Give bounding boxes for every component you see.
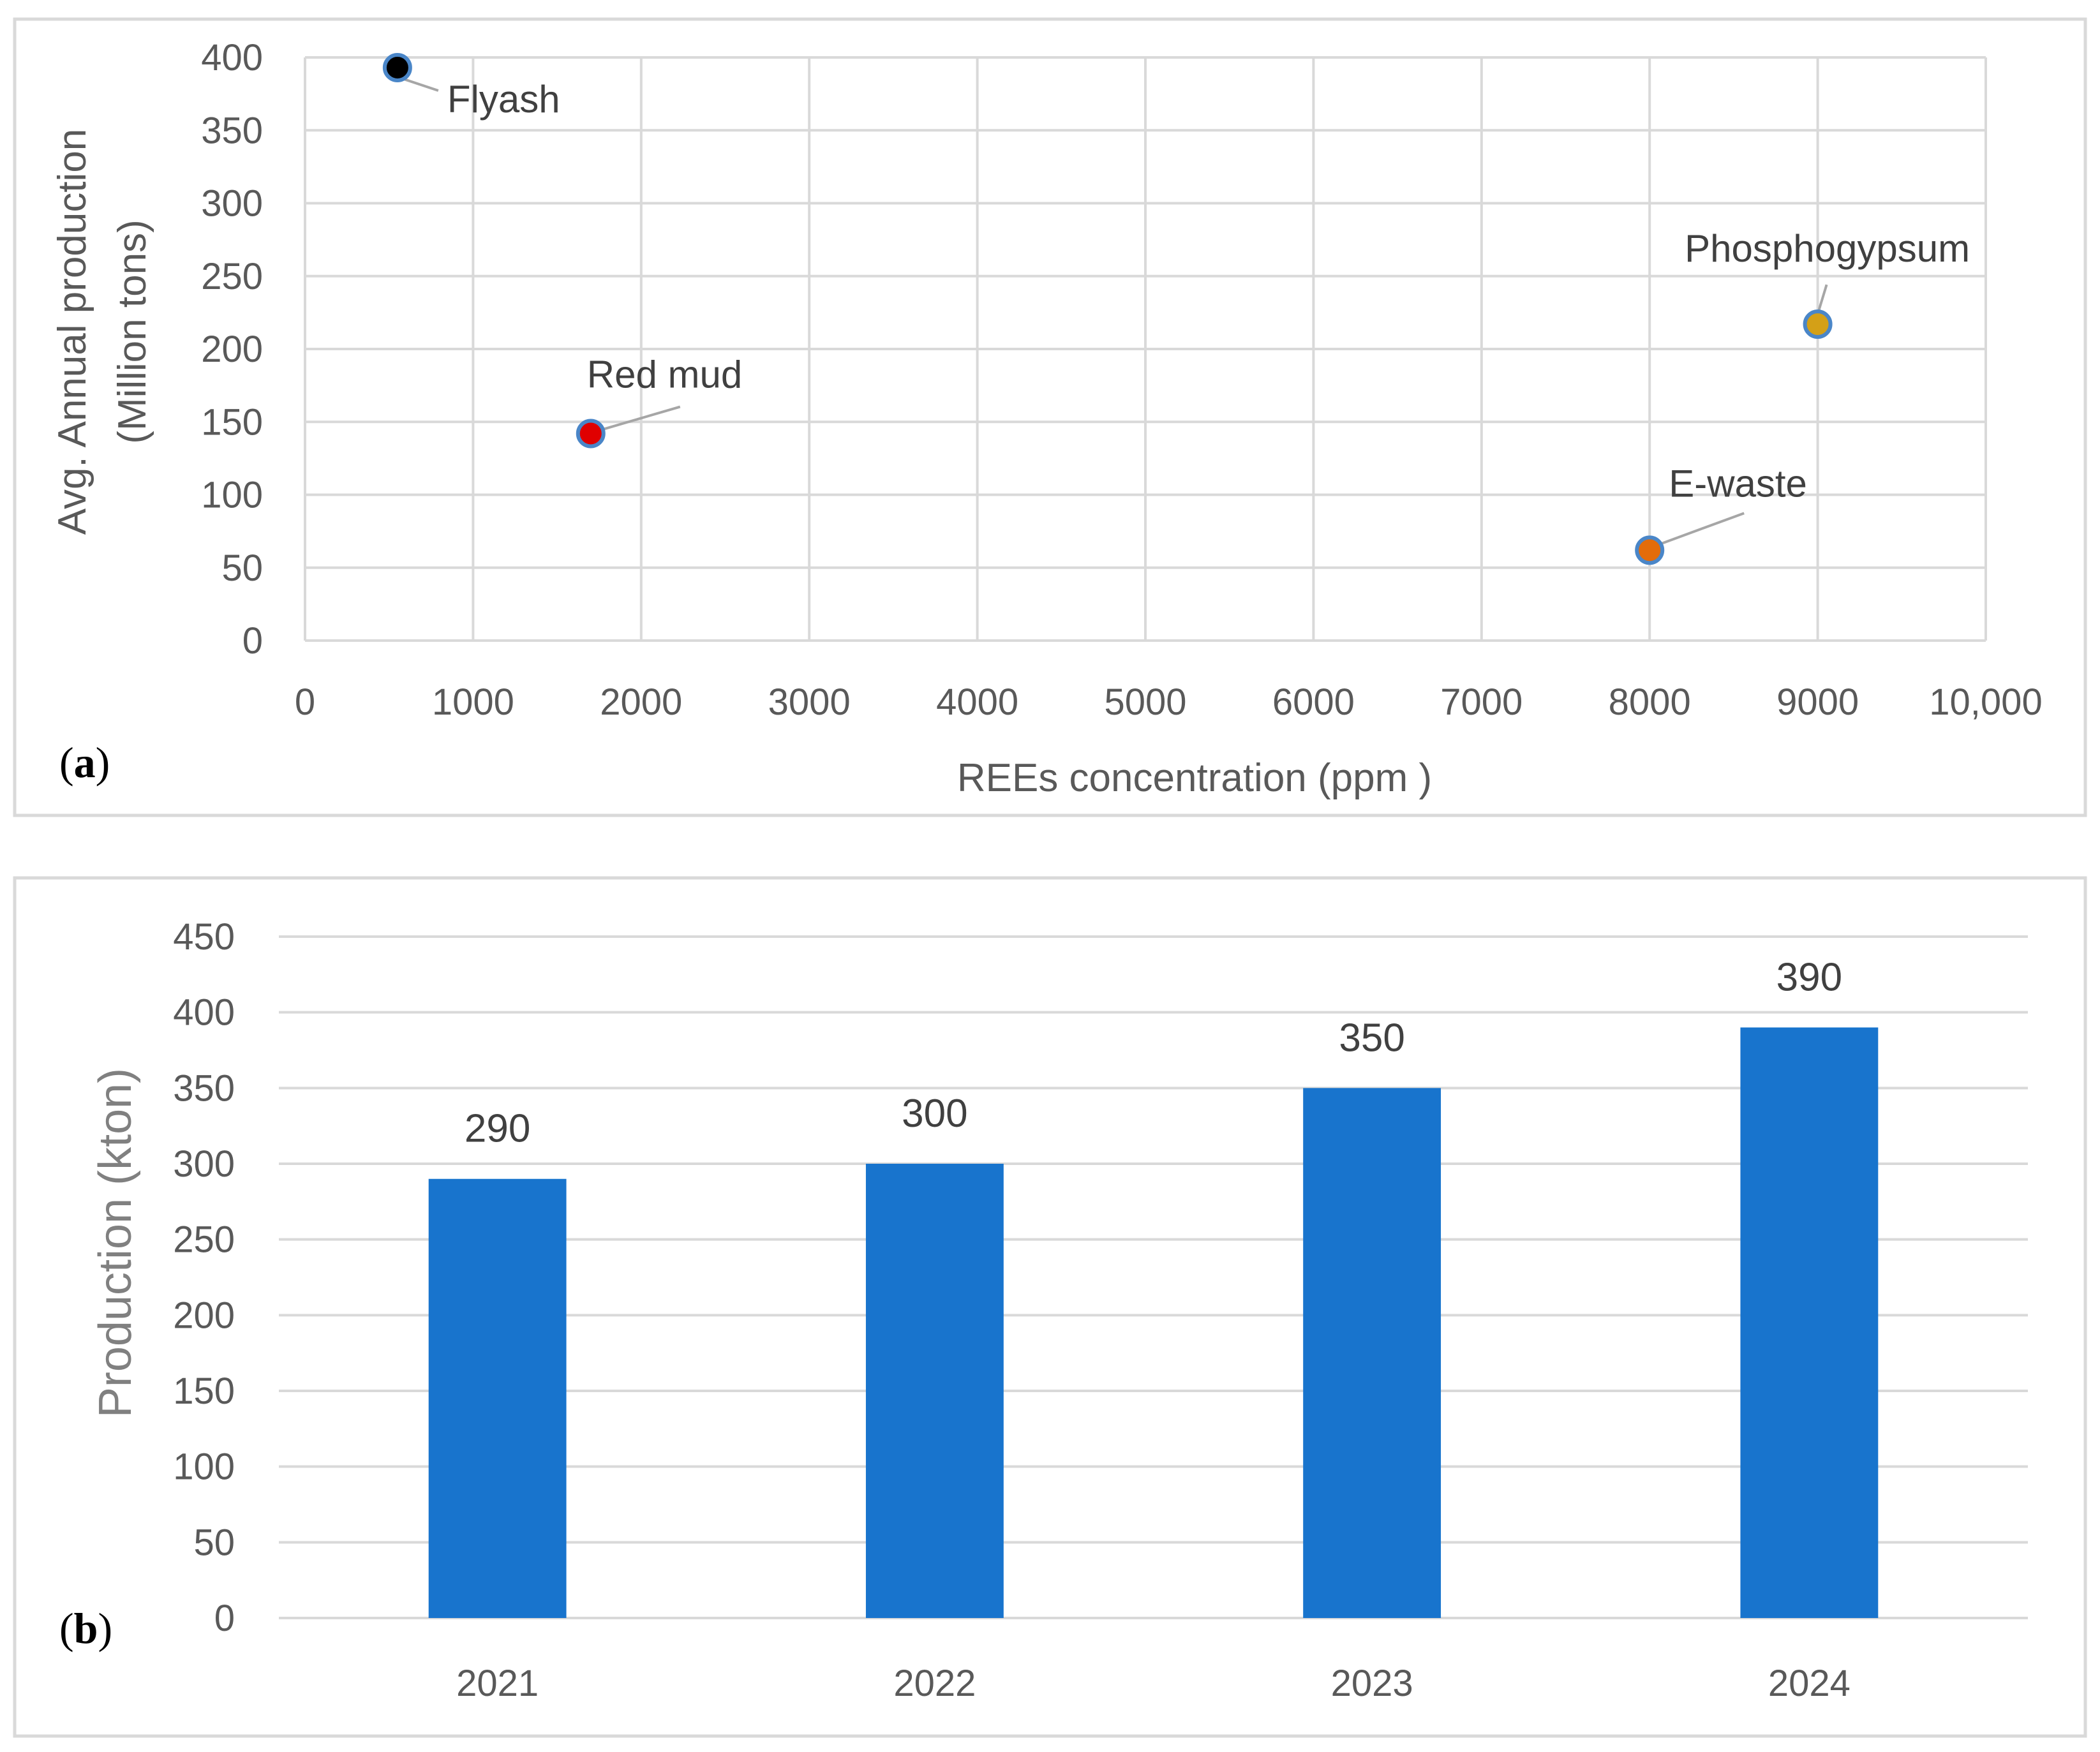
- y-tick-label: 0: [214, 1598, 235, 1639]
- panel-label-a: (a): [59, 738, 110, 787]
- x-tick-label: 1000: [432, 681, 514, 723]
- y-tick-label: 350: [173, 1067, 235, 1109]
- y-tick-label: 50: [221, 547, 263, 589]
- panel-label-a-letter: a: [74, 738, 96, 787]
- point-label: Phosphogypsum: [1685, 227, 1970, 270]
- x-tick-label: 4000: [936, 681, 1018, 723]
- y-tick-label: 50: [193, 1522, 235, 1563]
- y-axis-title-b: Production (kton): [90, 1068, 141, 1418]
- x-tick-label: 10,000: [1929, 681, 2042, 723]
- point-label: E-waste: [1669, 462, 1807, 505]
- point-label: Flyash: [447, 78, 560, 121]
- bar: [865, 1164, 1004, 1618]
- y-tick-label: 450: [173, 916, 235, 958]
- scatter-point: [382, 52, 412, 82]
- x-tick-label: 2000: [600, 681, 682, 723]
- y-tick-label: 400: [201, 37, 263, 78]
- leader-line: [597, 405, 681, 433]
- x-tick-label: 7000: [1440, 681, 1523, 723]
- scatter-points-a: Flyash Red mud E-waste Phosphogypsum: [382, 52, 1970, 565]
- y-tick-label: 300: [201, 183, 263, 225]
- scatter-point: [576, 419, 606, 449]
- x-tick-label: 8000: [1609, 681, 1691, 723]
- y-tick-label: 400: [173, 992, 235, 1034]
- y-tick-label: 200: [201, 329, 263, 370]
- x-tick-labels-a: 0 1000 2000 3000 4000 5000 6000 7000 8000 9000 10,…: [295, 681, 2043, 723]
- bar: [1740, 1027, 1879, 1618]
- x-axis-title-a: REEs concentration (ppm ): [957, 756, 1432, 800]
- x-tick-label: 3000: [768, 681, 851, 723]
- x-tick-label: 2022: [893, 1663, 976, 1704]
- scatter-chart-a: 0 1000 2000 3000 4000 5000 6000 7000 8000 9000 10,…: [50, 37, 2043, 800]
- x-tick-labels-b: 2021 2022 2023 2024: [456, 1663, 1851, 1704]
- y-tick-label: 200: [173, 1295, 235, 1336]
- bars-b: [428, 1027, 1879, 1618]
- y-axis-title-a-line1: Avg. Annual production: [50, 129, 94, 535]
- y-tick-label: 350: [201, 110, 263, 151]
- data-labels-b: 290 300 350 390: [465, 955, 1842, 1150]
- point-label: Red mud: [587, 353, 742, 396]
- bar-chart-b: 0 50 100 150 200 250 300 350 400 450 2021 2022 2023…: [59, 916, 2028, 1704]
- x-tick-label: 2021: [456, 1663, 539, 1704]
- y-tick-label: 150: [201, 401, 263, 443]
- bar: [428, 1178, 567, 1618]
- y-tick-label: 0: [242, 620, 263, 662]
- bar-data-label: 350: [1339, 1016, 1404, 1060]
- x-tick-label: 2023: [1331, 1663, 1413, 1704]
- y-tick-label: 150: [173, 1370, 235, 1412]
- x-tick-label: 6000: [1272, 681, 1355, 723]
- bar: [1303, 1088, 1441, 1618]
- y-tick-label: 100: [173, 1446, 235, 1488]
- x-tick-label: 0: [295, 681, 315, 723]
- panel-label-b-letter: b: [74, 1604, 98, 1652]
- bar-data-label: 390: [1776, 955, 1842, 999]
- y-tick-labels-a: 0 50 100 150 200 250 300 350 400: [201, 37, 263, 662]
- grid-a: [304, 56, 1987, 642]
- y-tick-label: 250: [173, 1219, 235, 1261]
- y-tick-labels-b: 0 50 100 150 200 250 300 350 400 450: [173, 916, 235, 1639]
- bar-data-label: 290: [465, 1107, 530, 1151]
- grid-b: [279, 935, 2028, 1619]
- panel-label-b: (b): [59, 1604, 112, 1652]
- x-tick-label: 5000: [1104, 681, 1186, 723]
- leader-line: [403, 78, 439, 92]
- leader-line: [1816, 284, 1828, 315]
- x-tick-label: 9000: [1776, 681, 1859, 723]
- bar-data-label: 300: [902, 1092, 967, 1136]
- y-tick-label: 250: [201, 256, 263, 297]
- panel-a-frame: [13, 17, 2087, 817]
- y-axis-title-a-line2: (Million tons): [110, 219, 154, 443]
- y-tick-label: 300: [173, 1143, 235, 1185]
- y-tick-label: 100: [201, 475, 263, 516]
- panel-b-frame: [13, 876, 2087, 1738]
- scatter-point: [1635, 535, 1665, 565]
- leader-line: [1657, 512, 1745, 547]
- x-tick-label: 2024: [1768, 1663, 1851, 1704]
- scatter-point: [1803, 309, 1833, 339]
